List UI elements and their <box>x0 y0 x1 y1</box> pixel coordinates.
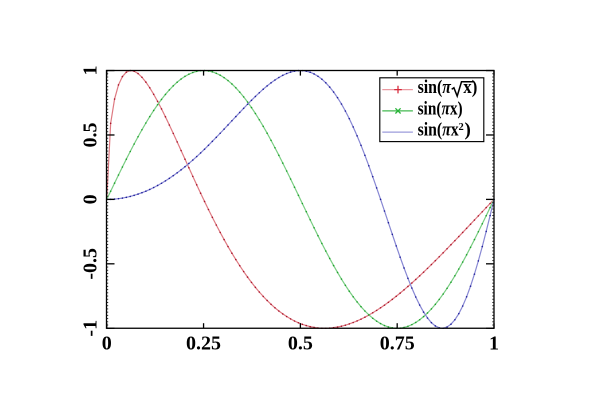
svg-text:0.5: 0.5 <box>288 333 313 355</box>
svg-text:2: 2 <box>459 122 464 133</box>
svg-text:1: 1 <box>80 66 102 76</box>
svg-text:0.25: 0.25 <box>186 333 221 355</box>
svg-text:0.75: 0.75 <box>380 333 415 355</box>
svg-text:): ) <box>465 120 471 141</box>
svg-text:0: 0 <box>80 194 102 204</box>
svg-text:sin(π: sin(π <box>418 77 452 98</box>
svg-text:0.5: 0.5 <box>80 122 102 147</box>
svg-text:-1: -1 <box>80 320 102 337</box>
svg-text:x): x) <box>463 77 477 98</box>
svg-text:0: 0 <box>102 333 112 355</box>
svg-text:sin(πx: sin(πx <box>418 120 459 141</box>
svg-text:sin(πx): sin(πx) <box>418 99 463 120</box>
svg-text:1: 1 <box>489 333 499 355</box>
svg-text:-0.5: -0.5 <box>80 248 102 280</box>
